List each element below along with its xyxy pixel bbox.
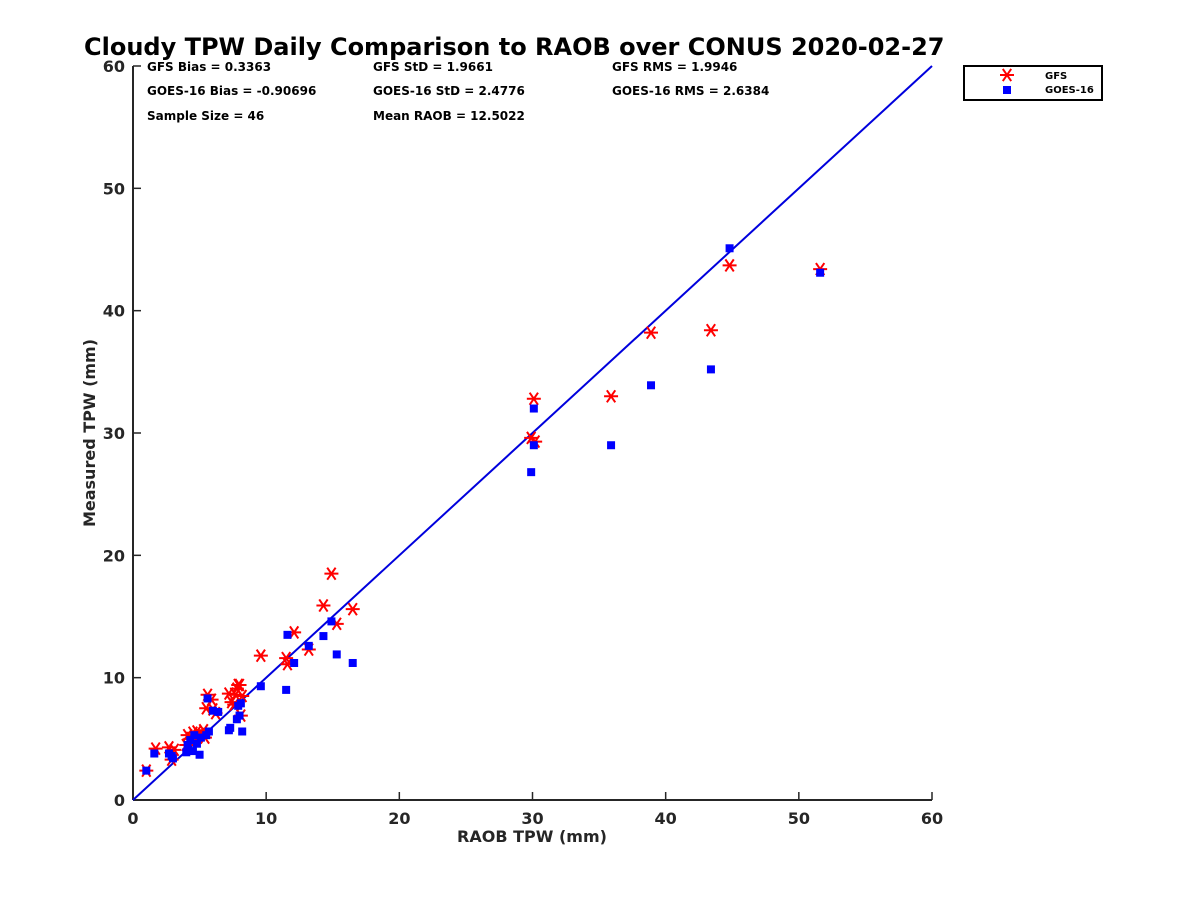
y-axis-label: Measured TPW (mm) xyxy=(80,339,99,527)
gfs-point xyxy=(604,389,619,403)
goes16-point xyxy=(214,707,223,716)
x-tick-label: 30 xyxy=(521,809,543,828)
goes16-point xyxy=(186,736,195,745)
goes16-point xyxy=(192,739,201,748)
goes16-point xyxy=(816,268,825,277)
goes-bias: GOES-16 Bias = -0.90696 xyxy=(147,84,316,98)
gfs-point xyxy=(345,602,360,616)
goes16-point xyxy=(282,685,291,694)
y-tick-label: 40 xyxy=(103,302,125,321)
goes16-point xyxy=(236,699,245,708)
x-tick-label: 20 xyxy=(388,809,410,828)
goes-rms: GOES-16 RMS = 2.6384 xyxy=(612,84,769,98)
legend-gfs-label: GFS xyxy=(1045,71,1067,82)
legend-gfs-marker xyxy=(1000,68,1014,82)
gfs-rms: GFS RMS = 1.9946 xyxy=(612,60,737,74)
y-tick-label: 20 xyxy=(103,546,125,565)
goes16-series xyxy=(142,244,825,775)
legend: GFS GOES-16 xyxy=(963,65,1103,101)
gfs-std: GFS StD = 1.9661 xyxy=(373,60,493,74)
y-tick-label: 0 xyxy=(114,791,125,810)
gfs-point xyxy=(722,258,737,272)
goes16-point xyxy=(256,682,265,691)
goes16-point xyxy=(142,766,151,775)
goes16-point xyxy=(725,244,734,253)
y-tick-label: 30 xyxy=(103,424,125,443)
one-to-one-line xyxy=(132,65,933,801)
y-ticks: 0 10 20 30 40 50 60 xyxy=(103,57,141,810)
goes16-point xyxy=(706,365,715,374)
goes16-point xyxy=(203,694,212,703)
goes16-point xyxy=(208,706,217,715)
chart-title: Cloudy TPW Daily Comparison to RAOB over… xyxy=(84,33,944,61)
goes16-point xyxy=(529,404,538,413)
goes16-point xyxy=(183,740,192,749)
gfs-point xyxy=(526,392,541,406)
goes16-point xyxy=(304,641,313,650)
goes16-point xyxy=(190,731,199,740)
gfs-bias: GFS Bias = 0.3363 xyxy=(147,60,271,74)
goes16-point xyxy=(319,632,328,641)
gfs-point xyxy=(232,678,247,692)
x-tick-label: 40 xyxy=(655,809,677,828)
goes16-point xyxy=(195,750,204,759)
goes-std: GOES-16 StD = 2.4776 xyxy=(373,84,525,98)
gfs-point xyxy=(644,326,659,340)
goes16-point xyxy=(196,733,205,742)
goes16-point xyxy=(188,747,197,756)
y-tick-label: 10 xyxy=(103,669,125,688)
gfs-point xyxy=(253,649,268,663)
legend-goes16-label: GOES-16 xyxy=(1045,85,1094,96)
goes16-point xyxy=(150,749,159,758)
y-tick-label: 60 xyxy=(103,57,125,76)
goes16-point xyxy=(235,711,244,720)
legend-goes16-square xyxy=(1003,86,1011,94)
legend-box xyxy=(963,65,1103,101)
legend-goes16-marker xyxy=(1003,86,1011,94)
goes16-point xyxy=(332,650,341,659)
goes16-point xyxy=(283,630,292,639)
gfs-point xyxy=(703,323,718,337)
legend-gfs-asterisk xyxy=(1000,68,1014,82)
goes16-point xyxy=(348,658,357,667)
goes16-point xyxy=(168,754,177,763)
sample-size: Sample Size = 46 xyxy=(147,109,264,123)
gfs-point xyxy=(316,598,331,613)
y-tick-label: 50 xyxy=(103,179,125,198)
goes16-point xyxy=(204,727,213,736)
mean-raob: Mean RAOB = 12.5022 xyxy=(373,109,525,123)
goes16-point xyxy=(290,658,299,667)
goes16-point xyxy=(527,468,536,477)
stats-block: GFS Bias = 0.3363 GFS StD = 1.9661 GFS R… xyxy=(147,60,769,123)
x-tick-label: 60 xyxy=(921,809,943,828)
x-tick-label: 0 xyxy=(127,809,138,828)
x-axis-label: RAOB TPW (mm) xyxy=(457,827,607,846)
x-ticks: 0 10 20 30 40 50 60 xyxy=(127,792,943,828)
goes16-point xyxy=(226,723,235,732)
goes16-point xyxy=(238,727,247,736)
goes16-point xyxy=(607,441,616,450)
gfs-point xyxy=(324,567,339,581)
x-tick-label: 50 xyxy=(788,809,810,828)
goes16-point xyxy=(327,617,336,626)
goes16-point xyxy=(647,381,656,390)
goes16-point xyxy=(182,748,191,757)
x-tick-label: 10 xyxy=(255,809,277,828)
goes16-point xyxy=(529,441,538,450)
